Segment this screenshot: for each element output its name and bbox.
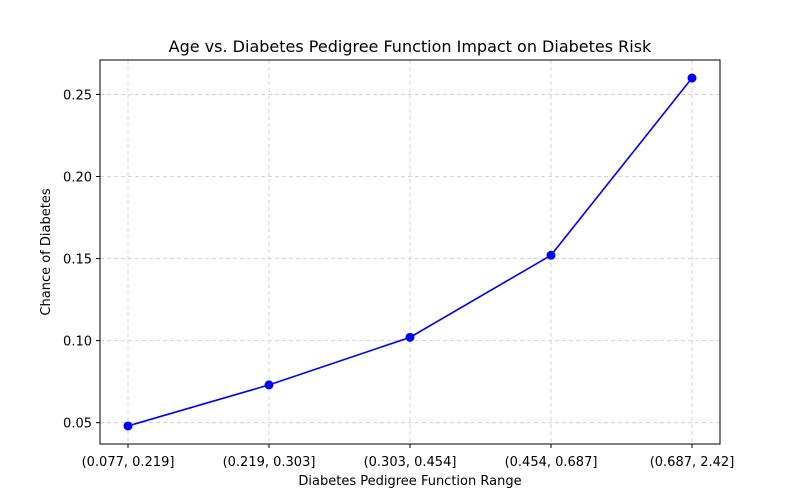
y-axis: 0.05 0.10 0.15 0.20 0.25 — [63, 88, 100, 432]
x-tick-label: (0.077, 0.219] — [82, 455, 175, 470]
data-point — [687, 73, 697, 83]
y-tick-label: 0.10 — [63, 335, 92, 350]
y-tick-label: 0.05 — [63, 417, 92, 432]
x-tick-label: (0.303, 0.454] — [364, 455, 457, 470]
x-axis: (0.077, 0.219] (0.219, 0.303] (0.303, 0.45… — [82, 444, 735, 470]
x-axis-label: Diabetes Pedigree Function Range — [298, 474, 521, 489]
series-layer — [123, 73, 697, 431]
data-point — [123, 421, 133, 431]
y-tick-label: 0.20 — [63, 171, 92, 186]
data-point — [264, 380, 274, 390]
grid — [100, 60, 720, 444]
y-tick-label: 0.25 — [63, 88, 92, 103]
x-tick-label: (0.454, 0.687] — [505, 455, 598, 470]
x-tick-label: (0.219, 0.303] — [223, 455, 316, 470]
chart-title: Age vs. Diabetes Pedigree Function Impac… — [169, 37, 652, 56]
data-point — [405, 332, 415, 342]
y-axis-label: Chance of Diabetes — [39, 188, 54, 315]
data-point — [546, 250, 556, 260]
y-tick-label: 0.15 — [63, 253, 92, 268]
x-tick-label: (0.687, 2.42] — [650, 455, 735, 470]
